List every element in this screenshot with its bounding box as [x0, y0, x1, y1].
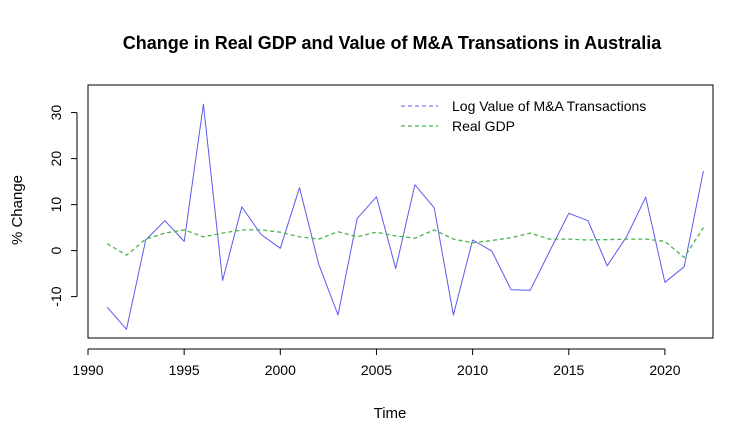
legend-label-gdp: Real GDP: [452, 118, 515, 134]
x-axis-label: Time: [374, 405, 407, 422]
chart-title: Change in Real GDP and Value of M&A Tran…: [123, 33, 662, 53]
x-tick-label: 1990: [72, 362, 103, 378]
series-layer: [106, 103, 704, 330]
y-tick-label: -10: [48, 286, 64, 306]
x-tick-label: 2000: [265, 362, 296, 378]
x-axis: 1990 1995 2000 2005 2010 2015 2020: [72, 348, 681, 378]
y-axis-label: % Change: [9, 175, 26, 245]
series-line-ma: [106, 103, 704, 330]
y-tick-label: 30: [48, 105, 64, 121]
y-tick-label: 0: [48, 246, 64, 254]
y-tick-label: 10: [48, 197, 64, 213]
series-line-gdp: [106, 227, 704, 259]
y-axis: -10 0 10 20 30: [48, 105, 78, 307]
legend: Log Value of M&A Transactions Real GDP: [401, 98, 646, 134]
x-tick-label: 2005: [361, 362, 392, 378]
x-tick-label: 2015: [553, 362, 584, 378]
x-tick-label: 2020: [649, 362, 680, 378]
legend-label-ma: Log Value of M&A Transactions: [452, 98, 646, 114]
y-tick-label: 20: [48, 151, 64, 167]
plot-frame: [87, 84, 714, 339]
x-tick-label: 1995: [169, 362, 200, 378]
x-tick-label: 2010: [457, 362, 488, 378]
